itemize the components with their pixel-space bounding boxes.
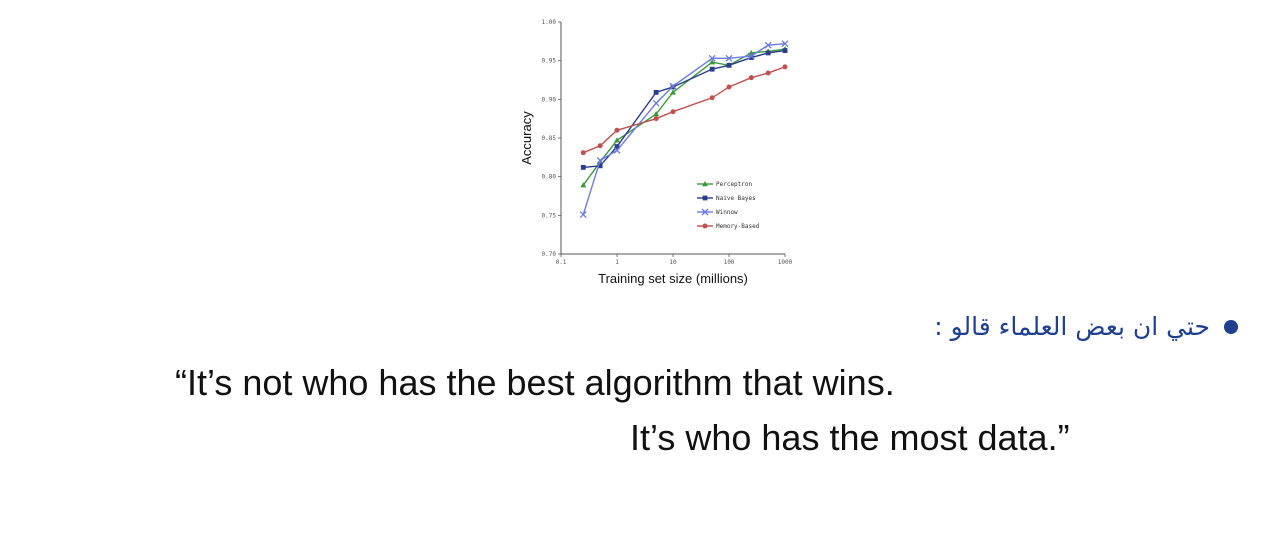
- point-memory-based: [726, 84, 732, 90]
- point-winnow-stroke: [613, 146, 621, 154]
- point-memory-based: [614, 127, 620, 133]
- accuracy-chart: 0.70 0.75 0.80 0.85 0.90 0.95 1.00 0.1 1 10 100 100…: [505, 10, 805, 300]
- point-naive-bayes: [653, 89, 659, 95]
- point-winnow: [669, 82, 677, 90]
- point-naive-bayes: [726, 62, 732, 68]
- point-perceptron: [614, 137, 620, 143]
- point-winnow-stroke: [669, 82, 677, 90]
- point-naive-bayes: [782, 48, 788, 54]
- y-tick-label: 0.95: [542, 58, 557, 65]
- point-memory-based: [580, 150, 586, 156]
- bullet-item: حتي ان بعض العلماء قالو :: [934, 312, 1238, 341]
- point-memory-based: [709, 95, 715, 101]
- series-line-naive-bayes: [583, 49, 786, 169]
- point-winnow: [781, 40, 789, 48]
- point-winnow-stroke: [781, 40, 789, 48]
- point-naive-bayes: [580, 164, 586, 170]
- y-tick-label: 0.80: [542, 174, 557, 181]
- point-winnow-stroke: [708, 54, 716, 62]
- point-winnow: [708, 54, 716, 62]
- y-tick-label: 1.00: [542, 19, 557, 26]
- point-naive-bayes: [709, 66, 715, 72]
- point-naive-bayes: [597, 163, 603, 169]
- x-tick-label: 1000: [778, 259, 793, 266]
- point-naive-bayes: [748, 55, 754, 60]
- x-tick-label: 1: [615, 259, 619, 266]
- x-tick-label: 10: [669, 259, 677, 266]
- series-line-winnow: [582, 42, 786, 215]
- point-winnow: [613, 146, 621, 154]
- y-tick-label: 0.85: [542, 135, 557, 142]
- point-memory-based: [748, 75, 754, 81]
- quote-line-1: “It’s not who has the best algorithm tha…: [175, 362, 895, 403]
- point-winnow-stroke: [725, 54, 733, 62]
- legend-marker-perceptron: [702, 181, 708, 187]
- point-winnow-stroke: [579, 211, 587, 219]
- point-perceptron: [653, 111, 660, 117]
- bullet-text: حتي ان بعض العلماء قالو :: [934, 312, 1210, 341]
- x-tick-label: 0.1: [556, 259, 567, 266]
- point-perceptron: [670, 89, 676, 95]
- point-perceptron: [580, 182, 587, 188]
- point-memory-based: [597, 143, 603, 149]
- legend-marker-memory-based: [702, 223, 708, 229]
- legend-marker-winnow-stroke: [701, 208, 709, 216]
- point-winnow: [747, 52, 755, 60]
- legend-label-memory-based: Memory-Based: [716, 223, 760, 230]
- point-winnow: [596, 156, 604, 164]
- legend-label-naive-bayes: Naive Bayes: [716, 195, 756, 202]
- quote-line-2: It’s who has the most data.”: [630, 417, 1070, 458]
- point-memory-based: [765, 70, 771, 76]
- y-tick-label: 0.70: [542, 251, 557, 258]
- point-memory-based: [653, 116, 659, 122]
- point-naive-bayes: [765, 50, 771, 56]
- point-memory-based: [782, 64, 788, 70]
- point-winnow: [579, 211, 587, 219]
- point-winnow: [725, 54, 733, 62]
- point-memory-based: [670, 109, 676, 115]
- point-winnow-stroke: [596, 156, 604, 164]
- series-line-perceptron: [582, 48, 786, 186]
- point-winnow-stroke: [747, 52, 755, 60]
- y-tick-label: 0.75: [542, 212, 557, 219]
- legend-label-winnow: Winnow: [716, 209, 738, 216]
- series-line-memory-based: [583, 66, 786, 154]
- legend-marker-winnow: [701, 208, 709, 216]
- point-perceptron: [709, 59, 716, 65]
- chart-svg: 0.70 0.75 0.80 0.85 0.90 0.95 1.00 0.1 1 10 100 100…: [519, 19, 793, 286]
- point-winnow-stroke: [652, 99, 660, 107]
- point-winnow: [764, 41, 772, 49]
- x-tick-label: 100: [724, 259, 735, 266]
- bullet-icon: [1224, 319, 1238, 334]
- x-axis-title: Training set size (millions): [598, 271, 748, 286]
- y-axis-title: Accuracy: [519, 111, 534, 165]
- point-winnow: [652, 99, 660, 107]
- point-winnow-stroke: [764, 41, 772, 49]
- legend-label-perceptron: Perceptron: [716, 181, 753, 188]
- legend-marker-naive-bayes: [702, 195, 708, 201]
- point-naive-bayes: [614, 144, 620, 149]
- y-tick-label: 0.90: [542, 96, 557, 103]
